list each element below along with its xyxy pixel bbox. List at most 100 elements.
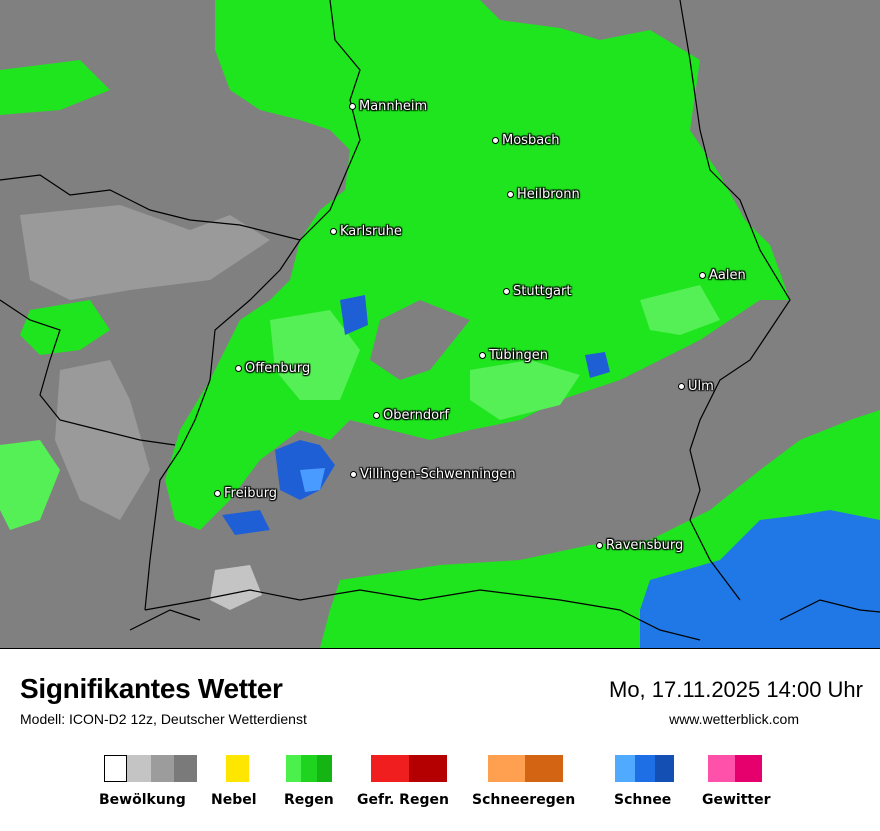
city-label: Freiburg [224,486,278,501]
legend-swatch [104,755,127,782]
legend-swatches [708,755,762,782]
city-label: Ulm [688,379,714,394]
city-label: Mannheim [359,99,428,114]
rain-area-light [470,360,580,420]
city-dot [678,383,685,390]
legend-swatches [615,755,674,782]
legend-nebel: Nebel [211,755,257,815]
city-dot [503,288,510,295]
snow-area [222,510,270,535]
city-mannheim: Mannheim [349,99,427,114]
legend-swatch [317,755,332,782]
city-label: Ravensburg [606,538,684,553]
legend-swatch [735,755,762,782]
city-label: Oberndorf [383,408,449,423]
legend-swatch [174,755,197,782]
city-ravensburg: Ravensburg [596,538,683,553]
city-label: Offenburg [245,361,311,376]
legend-swatch [525,755,563,782]
legend-gefr-regen: Gefr. Regen [357,755,449,815]
legend-swatch [286,755,301,782]
forecast-datetime: Mo, 17.11.2025 14:00 Uhr [609,677,863,702]
city-villingen-schwenningen: Villingen-Schwenningen [350,467,516,482]
legend-swatch [655,755,674,782]
legend-swatch [635,755,655,782]
website-link[interactable]: www.wetterblick.com [669,711,799,727]
city-dot [699,272,706,279]
legend-label: Gefr. Regen [357,792,449,808]
legend-swatch [488,755,525,782]
legend-label: Gewitter [702,792,771,808]
city-aalen: Aalen [699,268,746,283]
legend-swatch [409,755,447,782]
snow-area [585,352,610,378]
legend-swatches [104,755,197,782]
legend-swatch [371,755,409,782]
legend-swatch [151,755,174,782]
legend-bewoelkung: Bewölkung [99,755,197,815]
legend-swatch [615,755,635,782]
city-stuttgart: Stuttgart [503,284,571,299]
weather-map: Mannheim Mosbach Heilbronn Karlsruhe Stu… [0,0,880,648]
city-label: Karlsruhe [340,224,402,239]
city-dot [350,471,357,478]
legend-swatches [286,755,332,782]
rain-area [0,60,110,115]
city-label: Mosbach [502,133,560,148]
snow-area [640,510,880,648]
legend-swatch [301,755,317,782]
city-karlsruhe: Karlsruhe [330,224,402,239]
city-dot [349,103,356,110]
legend-label: Schneeregen [472,792,576,808]
cloud-gap [370,300,470,380]
legend-gewitter: Gewitter [702,755,771,815]
city-heilbronn: Heilbronn [507,187,580,202]
light-cloud-area [55,360,150,520]
map-title: Signifikantes Wetter [20,673,283,704]
light-cloud-area [210,565,262,610]
legend-schnee: Schnee [614,755,674,815]
legend-label: Regen [284,792,334,808]
borders [0,0,880,641]
rain-area-light [0,440,60,530]
city-tuebingen: Tübingen [479,348,548,363]
city-label: Heilbronn [517,187,580,202]
snow-area [340,295,368,335]
rain-area-light [640,285,720,335]
legend-swatches [371,755,447,782]
rain-area [20,300,110,355]
city-dot [596,542,603,549]
light-cloud-area [20,205,270,300]
city-mosbach: Mosbach [492,133,560,148]
city-dot [235,365,242,372]
legend-label: Nebel [211,792,257,808]
city-dot [479,352,486,359]
city-label: Stuttgart [513,284,572,299]
city-oberndorf: Oberndorf [373,408,449,423]
city-dot [507,191,514,198]
legend-regen: Regen [284,755,334,815]
city-freiburg: Freiburg [214,486,277,501]
map-footer: Signifikantes Wetter Modell: ICON-D2 12z… [0,648,880,831]
city-offenburg: Offenburg [235,361,310,376]
city-label: Tübingen [489,348,548,363]
city-label: Aalen [709,268,746,283]
legend-swatches [226,755,249,782]
model-info: Modell: ICON-D2 12z, Deutscher Wetterdie… [20,711,307,727]
legend-swatch [226,755,249,782]
city-ulm: Ulm [678,379,714,394]
city-label: Villingen-Schwenningen [360,467,516,482]
rain-area-light [270,310,360,400]
map-canvas [0,0,880,648]
legend-swatch [127,755,151,782]
city-dot [330,228,337,235]
city-dot [492,137,499,144]
legend-swatch [708,755,735,782]
city-dot [373,412,380,419]
legend-label: Schnee [614,792,672,808]
legend-schneeregen: Schneeregen [472,755,575,815]
legend-swatches [488,755,563,782]
snow-area-light [300,468,325,492]
city-dot [214,490,221,497]
legend-label: Bewölkung [99,792,186,808]
